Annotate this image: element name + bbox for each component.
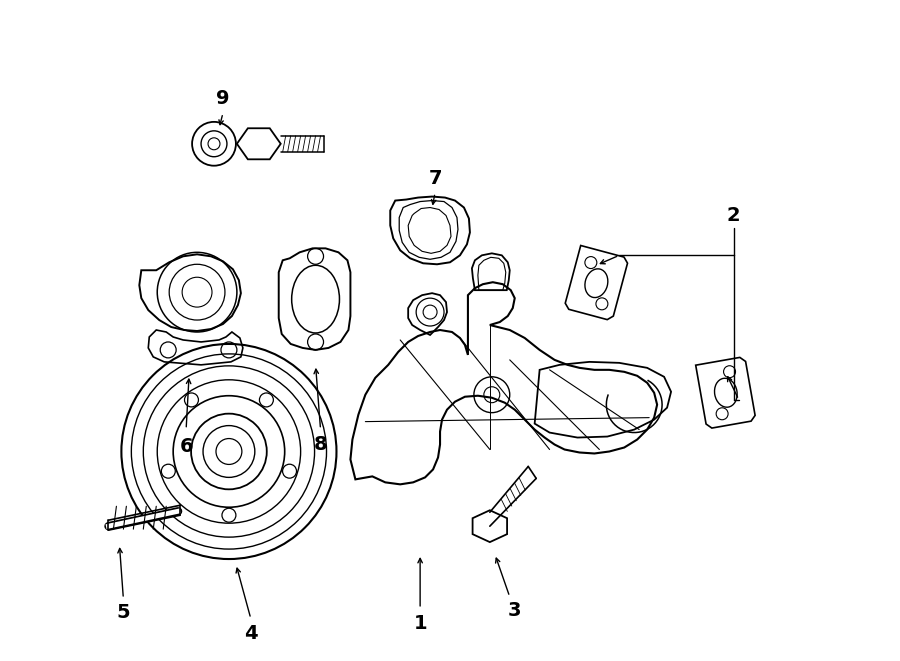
Text: 9: 9: [216, 89, 230, 108]
Text: 1: 1: [413, 614, 427, 633]
Text: 6: 6: [179, 437, 193, 456]
Text: 3: 3: [508, 602, 521, 620]
Text: 7: 7: [428, 169, 442, 188]
Text: 8: 8: [314, 435, 328, 454]
Text: 2: 2: [727, 206, 741, 225]
Text: 5: 5: [117, 603, 130, 622]
Text: 4: 4: [244, 624, 257, 643]
